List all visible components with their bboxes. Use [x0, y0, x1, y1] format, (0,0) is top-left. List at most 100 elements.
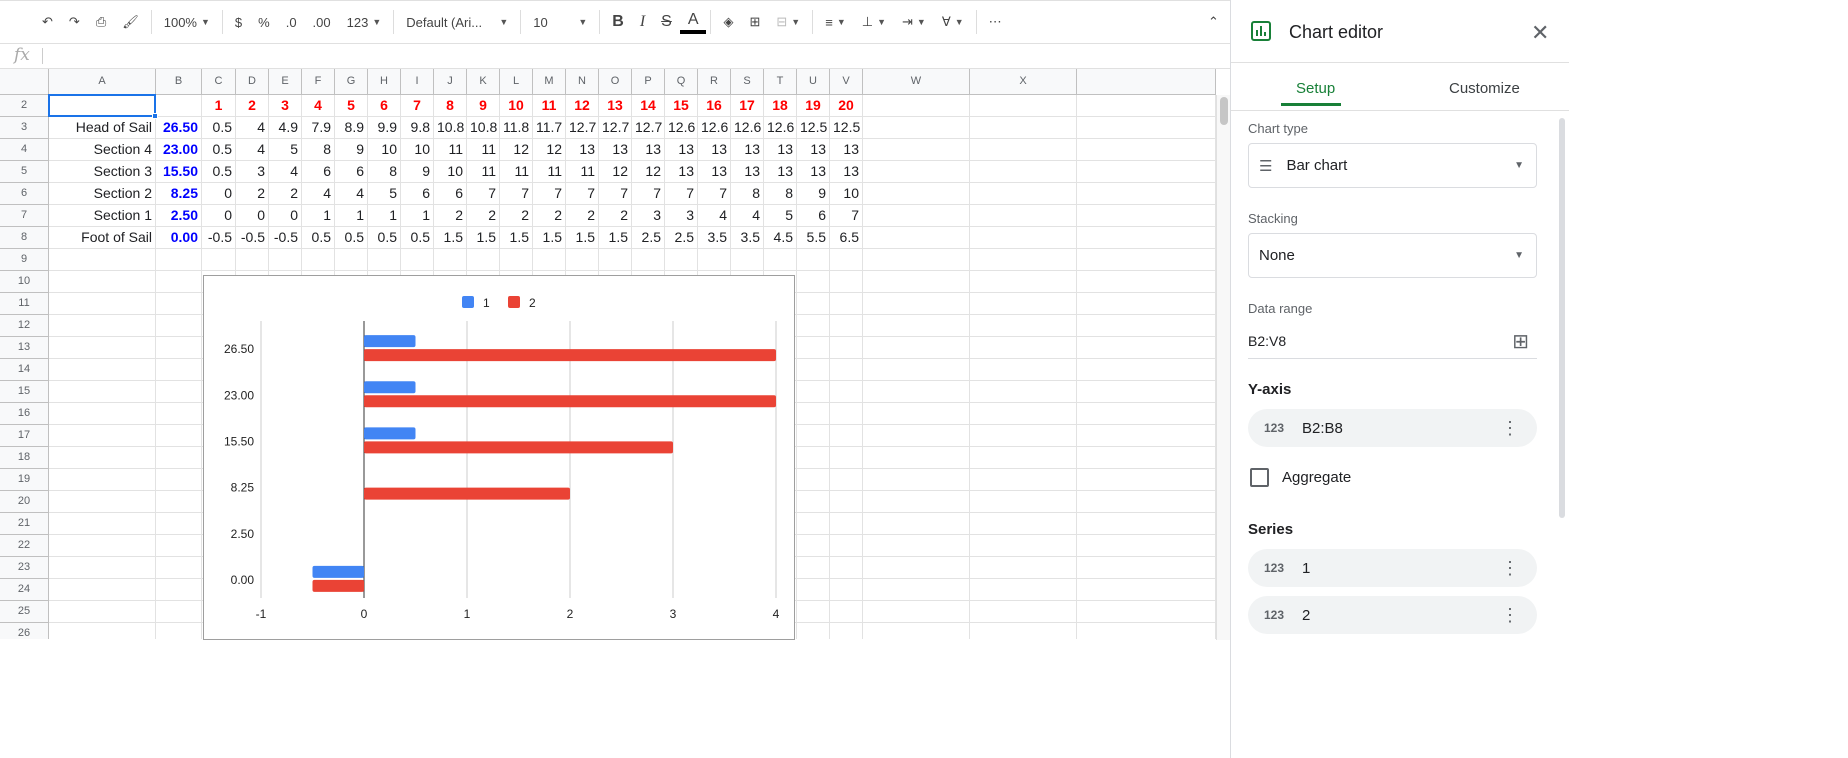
font-size-select[interactable]: 10 ▼ [533, 14, 588, 30]
cell[interactable] [156, 601, 202, 623]
cell-y-value[interactable] [156, 95, 202, 117]
cell[interactable] [863, 183, 970, 205]
cell[interactable] [830, 425, 863, 447]
row-header[interactable]: 14 [0, 359, 49, 381]
cell[interactable]: 7 [401, 95, 434, 117]
more-icon[interactable]: ⋯ [988, 14, 1002, 29]
cell[interactable]: 1.5 [434, 227, 467, 249]
spreadsheet-grid[interactable]: A B C D E F G H I J K L M N O P Q R S T U V W X 2 1 2 3 4 5 6 7 8 9 10 11 12… [0, 69, 1216, 639]
column-header-N[interactable]: N [566, 69, 599, 95]
cell[interactable] [797, 579, 830, 601]
cell[interactable]: 7 [467, 183, 500, 205]
cell[interactable] [434, 249, 467, 271]
cell[interactable]: 1.5 [599, 227, 632, 249]
row-header[interactable]: 2 [0, 95, 49, 117]
cell[interactable]: 1 [335, 205, 368, 227]
cell[interactable] [863, 381, 970, 403]
select-all-corner[interactable] [0, 69, 49, 95]
cell[interactable] [156, 623, 202, 639]
cell[interactable]: 0 [202, 183, 236, 205]
cell-label[interactable]: Section 3 [49, 161, 156, 183]
cell[interactable] [49, 447, 156, 469]
cell[interactable]: 1.5 [533, 227, 566, 249]
cell[interactable] [533, 249, 566, 271]
row-header[interactable]: 26 [0, 623, 49, 639]
cell[interactable] [269, 249, 302, 271]
cell[interactable]: 10.8 [467, 117, 500, 139]
cell[interactable]: 0.5 [401, 227, 434, 249]
undo-icon[interactable]: ↶ [42, 14, 53, 29]
cell[interactable] [863, 491, 970, 513]
row-header[interactable]: 8 [0, 227, 49, 249]
cell[interactable] [156, 315, 202, 337]
cell[interactable] [970, 183, 1077, 205]
cell[interactable] [970, 557, 1077, 579]
chart-type-select[interactable]: ☰ Bar chart ▼ [1248, 143, 1537, 188]
decrease-decimal-button[interactable]: .0 [285, 14, 297, 30]
cell[interactable] [970, 249, 1077, 271]
cell[interactable]: 9 [467, 95, 500, 117]
cell[interactable] [830, 601, 863, 623]
cell[interactable] [830, 469, 863, 491]
cell[interactable]: 12.7 [632, 117, 665, 139]
cell[interactable]: 12 [632, 161, 665, 183]
row-header[interactable]: 12 [0, 315, 49, 337]
cell[interactable]: 2 [434, 205, 467, 227]
cell[interactable]: 12 [599, 161, 632, 183]
cell[interactable] [863, 579, 970, 601]
cell[interactable]: 2 [269, 183, 302, 205]
cell[interactable]: 4 [236, 139, 269, 161]
cell[interactable] [863, 425, 970, 447]
column-header-A[interactable]: A [49, 69, 156, 95]
cell[interactable] [797, 447, 830, 469]
cell[interactable] [970, 601, 1077, 623]
zoom-select[interactable]: 100% ▼ [163, 14, 210, 30]
cell[interactable]: 6 [434, 183, 467, 205]
cell[interactable]: 7 [632, 183, 665, 205]
cell[interactable]: 12.6 [665, 117, 698, 139]
cell[interactable]: 1 [401, 205, 434, 227]
column-header-J[interactable]: J [434, 69, 467, 95]
cell[interactable] [970, 161, 1077, 183]
cell[interactable] [49, 337, 156, 359]
selected-cell-A2[interactable] [48, 94, 156, 117]
cell[interactable]: 2 [500, 205, 533, 227]
cell[interactable]: 17 [731, 95, 764, 117]
cell[interactable] [863, 161, 970, 183]
cell[interactable] [49, 491, 156, 513]
cell[interactable] [970, 227, 1077, 249]
cell[interactable] [970, 293, 1077, 315]
cell[interactable]: 13 [632, 139, 665, 161]
cell[interactable]: -0.5 [202, 227, 236, 249]
cell[interactable]: 11 [467, 139, 500, 161]
cell[interactable]: 0 [269, 205, 302, 227]
series-item[interactable]: 123 2 ⋮ [1248, 596, 1537, 634]
cell[interactable] [863, 359, 970, 381]
cell[interactable] [1077, 425, 1216, 447]
bold-button[interactable]: B [612, 13, 624, 30]
cell[interactable]: 2 [467, 205, 500, 227]
cell[interactable] [797, 271, 830, 293]
cell[interactable] [797, 249, 830, 271]
cell[interactable]: 12.6 [731, 117, 764, 139]
cell[interactable] [1077, 227, 1216, 249]
editor-scrollbar[interactable] [1559, 118, 1565, 518]
cell[interactable]: 7 [599, 183, 632, 205]
row-header[interactable]: 19 [0, 469, 49, 491]
cell[interactable]: 12.7 [599, 117, 632, 139]
cell[interactable] [1077, 623, 1216, 639]
cell[interactable] [797, 359, 830, 381]
fill-handle[interactable] [152, 113, 158, 119]
cell[interactable] [49, 293, 156, 315]
cell[interactable] [970, 469, 1077, 491]
cell[interactable] [599, 249, 632, 271]
cell[interactable] [1077, 337, 1216, 359]
cell[interactable] [970, 337, 1077, 359]
more-vert-icon[interactable]: ⋮ [1501, 418, 1519, 438]
cell[interactable] [863, 469, 970, 491]
cell[interactable]: 5 [764, 205, 797, 227]
cell[interactable]: 7.9 [302, 117, 335, 139]
cell[interactable] [1077, 469, 1216, 491]
cell[interactable]: 6 [401, 183, 434, 205]
cell[interactable]: 3 [665, 205, 698, 227]
